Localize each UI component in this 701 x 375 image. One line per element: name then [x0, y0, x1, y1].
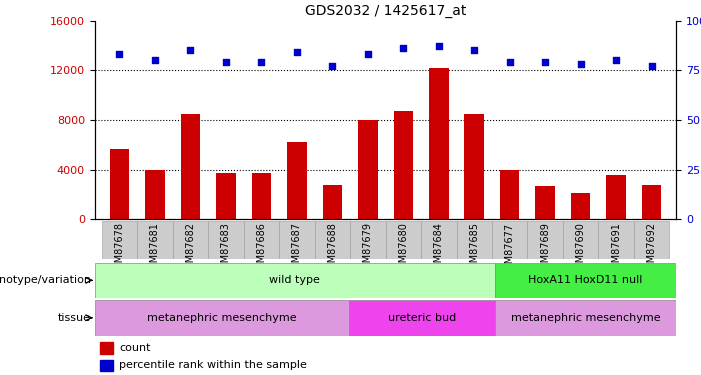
Text: metanephric mesenchyme: metanephric mesenchyme: [511, 313, 660, 323]
Text: tissue: tissue: [58, 313, 91, 323]
Text: GSM87679: GSM87679: [363, 222, 373, 275]
Bar: [495, 262, 676, 298]
Text: GSM87692: GSM87692: [646, 222, 657, 275]
Text: percentile rank within the sample: percentile rank within the sample: [119, 360, 307, 370]
Text: GSM87688: GSM87688: [327, 222, 337, 275]
Point: [575, 62, 586, 68]
Bar: [536, 186, 555, 219]
Bar: [95, 300, 349, 336]
Point: [114, 51, 125, 57]
Text: HoxA11 HoxD11 null: HoxA11 HoxD11 null: [529, 275, 643, 285]
Text: metanephric mesenchyme: metanephric mesenchyme: [147, 313, 297, 323]
Bar: [642, 184, 661, 219]
Text: GSM87678: GSM87678: [114, 222, 125, 275]
Bar: [95, 262, 495, 298]
Text: ureteric bud: ureteric bud: [388, 313, 456, 323]
Bar: [456, 221, 492, 259]
Text: GSM87687: GSM87687: [292, 222, 302, 275]
Bar: [634, 221, 669, 259]
Text: GSM87689: GSM87689: [540, 222, 550, 275]
Bar: [100, 342, 114, 354]
Bar: [279, 221, 315, 259]
Text: GSM87683: GSM87683: [221, 222, 231, 275]
Bar: [492, 221, 527, 259]
Bar: [208, 221, 244, 259]
Text: GSM87686: GSM87686: [257, 222, 266, 275]
Bar: [349, 300, 495, 336]
Text: GSM87681: GSM87681: [150, 222, 160, 275]
Bar: [216, 173, 236, 219]
Text: GSM87677: GSM87677: [505, 222, 515, 276]
Bar: [172, 221, 208, 259]
Point: [185, 48, 196, 54]
Bar: [244, 221, 279, 259]
Text: GSM87684: GSM87684: [434, 222, 444, 275]
Text: GSM87691: GSM87691: [611, 222, 621, 275]
Bar: [606, 175, 626, 219]
Text: GSM87680: GSM87680: [398, 222, 408, 275]
Text: GSM87682: GSM87682: [186, 222, 196, 275]
Bar: [563, 221, 599, 259]
Title: GDS2032 / 1425617_at: GDS2032 / 1425617_at: [305, 4, 466, 18]
Bar: [181, 114, 200, 219]
Point: [504, 59, 515, 65]
Bar: [100, 360, 114, 371]
Bar: [571, 193, 590, 219]
Bar: [102, 221, 137, 259]
Text: wild type: wild type: [269, 275, 320, 285]
Bar: [322, 184, 342, 219]
Point: [327, 63, 338, 69]
Bar: [137, 221, 172, 259]
Bar: [287, 142, 306, 219]
Text: count: count: [119, 343, 151, 353]
Text: GSM87690: GSM87690: [576, 222, 585, 275]
Text: genotype/variation: genotype/variation: [0, 275, 91, 285]
Text: GSM87685: GSM87685: [469, 222, 479, 275]
Bar: [315, 221, 350, 259]
Point: [256, 59, 267, 65]
Point: [362, 51, 374, 57]
Bar: [495, 300, 676, 336]
Point: [291, 50, 302, 55]
Bar: [350, 221, 386, 259]
Bar: [358, 120, 378, 219]
Bar: [465, 114, 484, 219]
Bar: [145, 170, 165, 219]
Point: [149, 57, 161, 63]
Bar: [393, 111, 413, 219]
Bar: [110, 148, 129, 219]
Point: [397, 45, 409, 51]
Point: [469, 48, 480, 54]
Bar: [429, 68, 449, 219]
Bar: [421, 221, 456, 259]
Point: [433, 44, 444, 50]
Bar: [599, 221, 634, 259]
Point: [220, 59, 231, 65]
Bar: [500, 170, 519, 219]
Bar: [386, 221, 421, 259]
Point: [611, 57, 622, 63]
Point: [646, 63, 658, 69]
Point: [540, 59, 551, 65]
Bar: [527, 221, 563, 259]
Bar: [252, 173, 271, 219]
